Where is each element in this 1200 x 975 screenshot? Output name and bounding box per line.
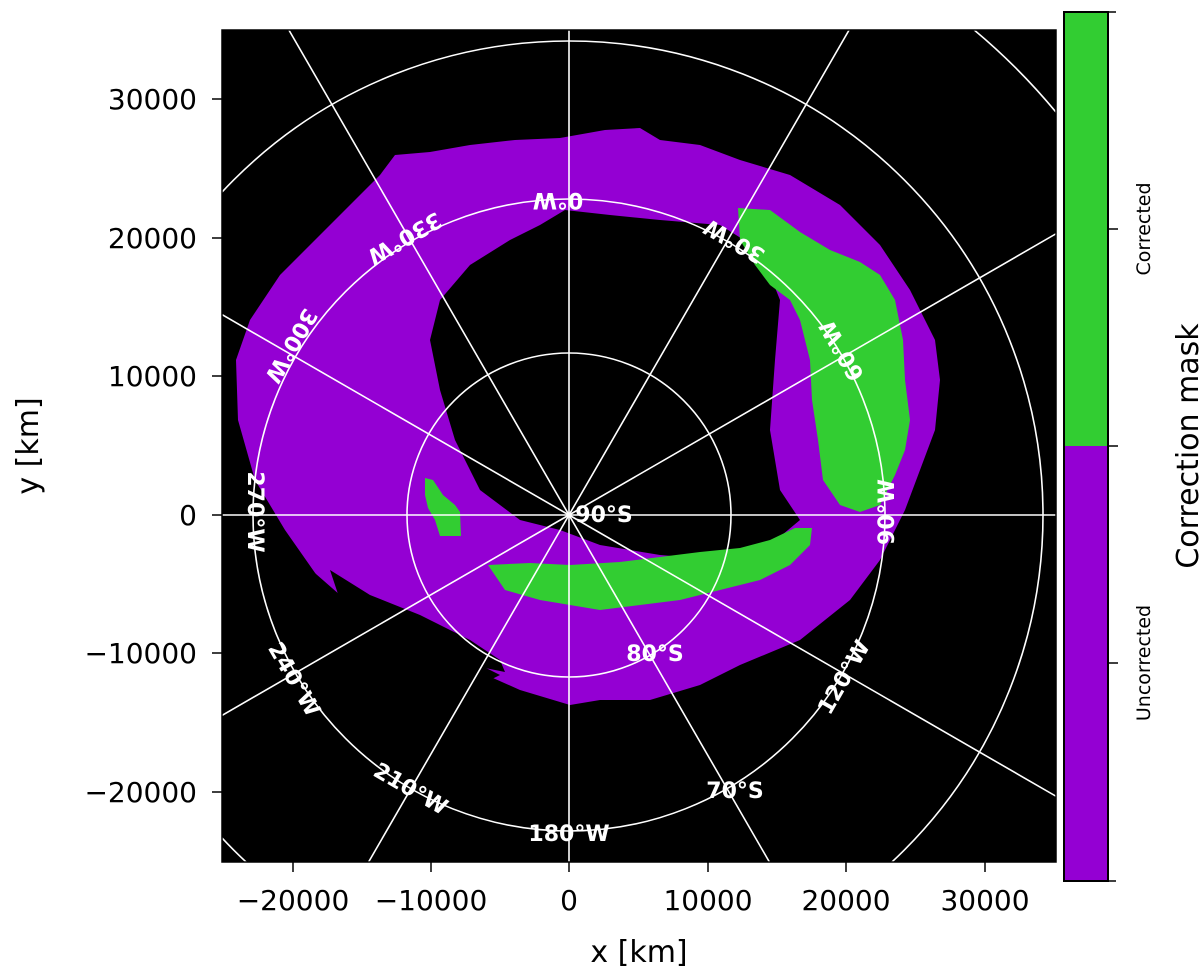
label-180W: 180°W xyxy=(528,822,609,847)
corrected-region-dusk xyxy=(738,208,910,512)
label-0W: 0°W xyxy=(533,187,584,212)
corrected-region-patch xyxy=(425,478,461,536)
x-tick-label: −10000 xyxy=(375,884,488,917)
y-tick-label: −10000 xyxy=(84,637,197,670)
label-70S: 70°S xyxy=(706,779,763,804)
x-tick-label: 10000 xyxy=(663,884,752,917)
colorbar-label-uncorrected: Uncorrected xyxy=(1133,605,1155,721)
label-90W: 90°W xyxy=(875,479,900,545)
x-tick-label: 30000 xyxy=(940,884,1029,917)
y-axis-label: y [km] xyxy=(11,397,46,494)
y-tick-label: 10000 xyxy=(108,360,197,393)
x-tick-label: −20000 xyxy=(237,884,350,917)
y-tick-label: 0 xyxy=(179,499,197,532)
y-axis: 30000 20000 10000 0 −10000 −20000 y [km] xyxy=(11,83,222,809)
y-tick-label: 30000 xyxy=(108,83,197,116)
colorbar-label-corrected: Corrected xyxy=(1133,182,1155,275)
x-tick-label: 0 xyxy=(560,884,578,917)
colorbar-uncorrected-segment xyxy=(1064,446,1108,881)
x-axis: −20000 −10000 0 10000 20000 30000 x [km] xyxy=(237,862,1030,970)
gap-region xyxy=(330,570,505,672)
latitude-labels: 90°S 80°S 70°S xyxy=(575,503,763,804)
y-tick-label: 20000 xyxy=(108,222,197,255)
label-90S: 90°S xyxy=(575,503,632,528)
label-270W: 270°W xyxy=(242,471,267,552)
colorbar-title: Correction mask xyxy=(1171,323,1200,569)
colorbar-corrected-segment xyxy=(1064,12,1108,446)
y-tick-label: −20000 xyxy=(84,776,197,809)
plot-frame xyxy=(221,29,1057,863)
colorbar: Corrected Uncorrected Correction mask xyxy=(1063,11,1200,882)
label-80S: 80°S xyxy=(626,642,683,667)
x-axis-label: x [km] xyxy=(590,935,687,970)
x-tick-label: 20000 xyxy=(801,884,890,917)
